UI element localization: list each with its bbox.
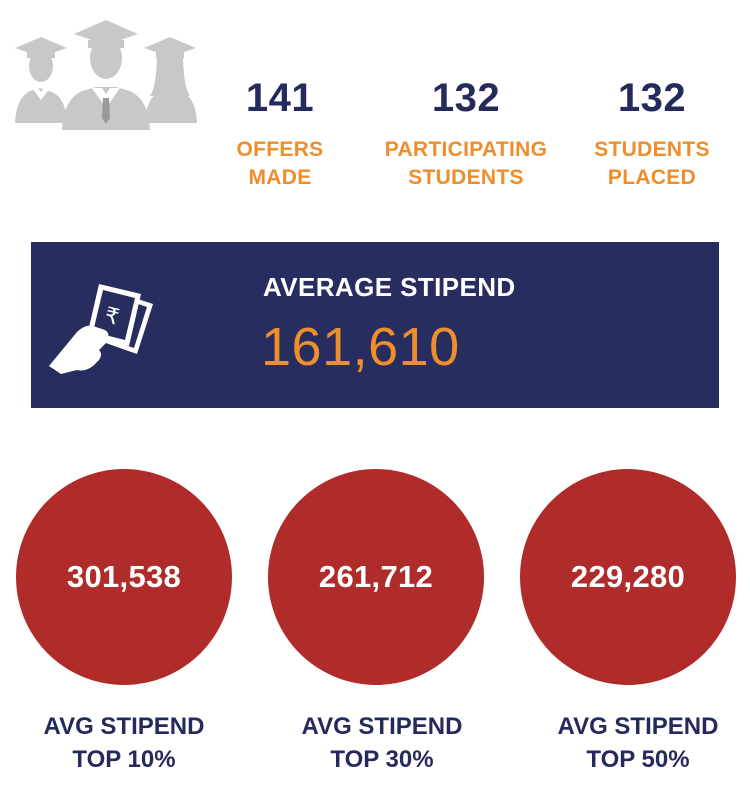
top-10-value: 301,538 [66, 559, 182, 594]
top-50-label: AVG STIPEND TOP 50% [557, 713, 719, 773]
stat-value: 132 [617, 76, 687, 120]
top-30-value: 261,712 [318, 559, 434, 594]
top-10-circle: 301,538 [16, 469, 232, 685]
average-stipend-title: AVERAGE STIPEND [263, 272, 516, 302]
stat-value: 132 [431, 76, 501, 120]
hand-money-icon: ₹ [49, 284, 153, 374]
average-stipend-banner: ₹ AVERAGE STIPEND 161,610 [31, 242, 719, 408]
stat-participating-students: 132 PARTICIPATING STUDENTS [366, 74, 566, 192]
stat-label: PARTICIPATING STUDENTS [384, 138, 548, 189]
top-30-circle: 261,712 [268, 469, 484, 685]
top-30-label: AVG STIPEND TOP 30% [301, 713, 463, 773]
stat-value: 141 [245, 76, 315, 120]
average-stipend-value: 161,610 [261, 317, 460, 377]
stat-label: OFFERS MADE [236, 138, 324, 189]
stat-students-placed: 132 STUDENTS PLACED [552, 74, 750, 192]
top-10-label: AVG STIPEND TOP 10% [43, 713, 205, 773]
stat-label: STUDENTS PLACED [594, 138, 710, 189]
top-50-value: 229,280 [570, 559, 686, 594]
graduates-icon [15, 20, 197, 130]
svg-text:₹: ₹ [102, 303, 122, 331]
stat-offers-made: 141 OFFERS MADE [180, 74, 380, 192]
top-50-circle: 229,280 [520, 469, 736, 685]
